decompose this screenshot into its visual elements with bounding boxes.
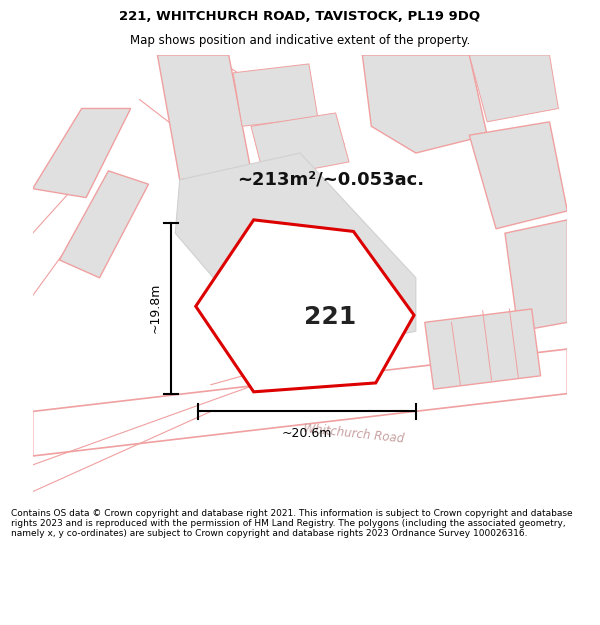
Polygon shape [469, 55, 559, 122]
Polygon shape [469, 122, 568, 229]
Text: Contains OS data © Crown copyright and database right 2021. This information is : Contains OS data © Crown copyright and d… [11, 509, 572, 538]
Text: Whitchurch Road: Whitchurch Road [302, 422, 404, 446]
Polygon shape [425, 309, 541, 389]
Polygon shape [59, 171, 149, 278]
Text: ~19.8m: ~19.8m [148, 283, 161, 333]
Text: ~20.6m: ~20.6m [281, 428, 332, 441]
Polygon shape [362, 55, 487, 153]
Polygon shape [175, 153, 416, 358]
Polygon shape [505, 220, 568, 331]
Polygon shape [32, 349, 568, 456]
Polygon shape [157, 55, 251, 180]
Polygon shape [251, 113, 349, 178]
Polygon shape [196, 220, 414, 392]
Text: ~213m²/~0.053ac.: ~213m²/~0.053ac. [238, 171, 425, 189]
Text: 221, WHITCHURCH ROAD, TAVISTOCK, PL19 9DQ: 221, WHITCHURCH ROAD, TAVISTOCK, PL19 9D… [119, 10, 481, 23]
Polygon shape [32, 109, 131, 198]
Polygon shape [233, 64, 318, 126]
Text: Map shows position and indicative extent of the property.: Map shows position and indicative extent… [130, 34, 470, 47]
Text: 221: 221 [304, 305, 356, 329]
